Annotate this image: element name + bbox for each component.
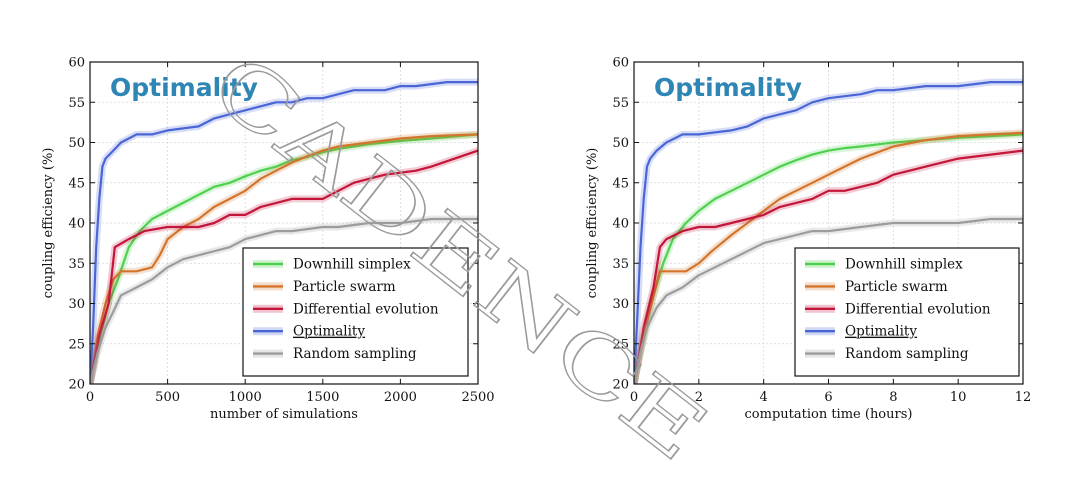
chart-panel-1: 0 500 1000 1500 2000 2500 20 25 30 35 40 45 50 55 60 nu… <box>41 56 495 423</box>
series-line-random-sampling <box>634 217 1023 384</box>
x-axis-label: computation time (hours) <box>745 407 913 422</box>
x-tick-label: 8 <box>889 390 897 405</box>
legend-label-differential-evolution: Differential evolution <box>845 301 991 317</box>
legend: Downhill simplex Particle swarm Differenti… <box>242 247 469 377</box>
y-axis-label: coupling efficiency (%) <box>585 148 600 299</box>
chart-panel-2: 0 2 4 6 8 10 12 20 25 30 35 40 45 50 55 60 computation t… <box>585 56 1031 423</box>
series-line-particle-swarm <box>634 131 1023 384</box>
y-tick-label: 25 <box>612 337 629 352</box>
y-tick-label: 45 <box>68 176 85 191</box>
legend-label-optimality: Optimality <box>293 324 365 340</box>
legend-label-downhill-simplex: Downhill simplex <box>293 257 411 273</box>
y-tick-label: 40 <box>68 217 85 232</box>
legend-label-random-sampling: Random sampling <box>293 346 417 362</box>
x-tick-label: 1000 <box>229 390 262 405</box>
x-tick-label: 10 <box>950 390 967 405</box>
x-tick-label: 4 <box>760 390 768 405</box>
x-tick-label: 12 <box>1015 390 1032 405</box>
y-tick-label: 55 <box>68 96 85 111</box>
x-tick-label: 500 <box>155 390 180 405</box>
chart-title: Optimality <box>654 73 802 102</box>
legend-label-particle-swarm: Particle swarm <box>845 279 948 295</box>
legend: Downhill simplex Particle swarm Differenti… <box>794 247 1020 377</box>
y-tick-label: 50 <box>68 136 85 151</box>
legend-label-particle-swarm: Particle swarm <box>293 279 396 295</box>
series-line-random-sampling <box>90 217 478 384</box>
y-tick-label: 60 <box>68 56 85 71</box>
x-tick-label: 1500 <box>306 390 339 405</box>
series-line-optimality <box>634 81 1023 384</box>
x-tick-label: 6 <box>824 390 832 405</box>
chart-title: Optimality <box>110 73 258 102</box>
y-axis-label: coupling efficiency (%) <box>41 148 56 299</box>
series-line-downhill-simplex <box>90 133 478 384</box>
x-tick-label: 0 <box>630 390 638 405</box>
series-group <box>634 78 1023 384</box>
y-tick-label: 30 <box>68 297 85 312</box>
series-line-optimality <box>90 81 478 384</box>
series-group <box>90 78 478 384</box>
legend-label-downhill-simplex: Downhill simplex <box>845 257 963 273</box>
y-tick-label: 40 <box>612 217 629 232</box>
y-tick-label: 60 <box>612 56 629 71</box>
y-tick-label: 20 <box>68 378 85 393</box>
legend-label-optimality: Optimality <box>845 324 917 340</box>
y-tick-label: 30 <box>612 297 629 312</box>
legend-label-differential-evolution: Differential evolution <box>293 301 439 317</box>
y-tick-label: 25 <box>68 337 85 352</box>
x-tick-label: 2 <box>695 390 703 405</box>
x-tick-label: 2500 <box>461 390 494 405</box>
y-tick-label: 45 <box>612 176 629 191</box>
x-tick-label: 0 <box>86 390 94 405</box>
y-tick-label: 55 <box>612 96 629 111</box>
x-tick-label: 2000 <box>384 390 417 405</box>
series-line-differential-evolution <box>634 149 1023 384</box>
y-tick-label: 35 <box>68 257 85 272</box>
y-tick-label: 35 <box>612 257 629 272</box>
x-axis-label: number of simulations <box>210 407 358 422</box>
y-tick-label: 50 <box>612 136 629 151</box>
y-tick-label: 20 <box>612 378 629 393</box>
series-line-differential-evolution <box>90 149 478 384</box>
series-line-particle-swarm <box>90 133 478 384</box>
legend-label-random-sampling: Random sampling <box>845 346 969 362</box>
